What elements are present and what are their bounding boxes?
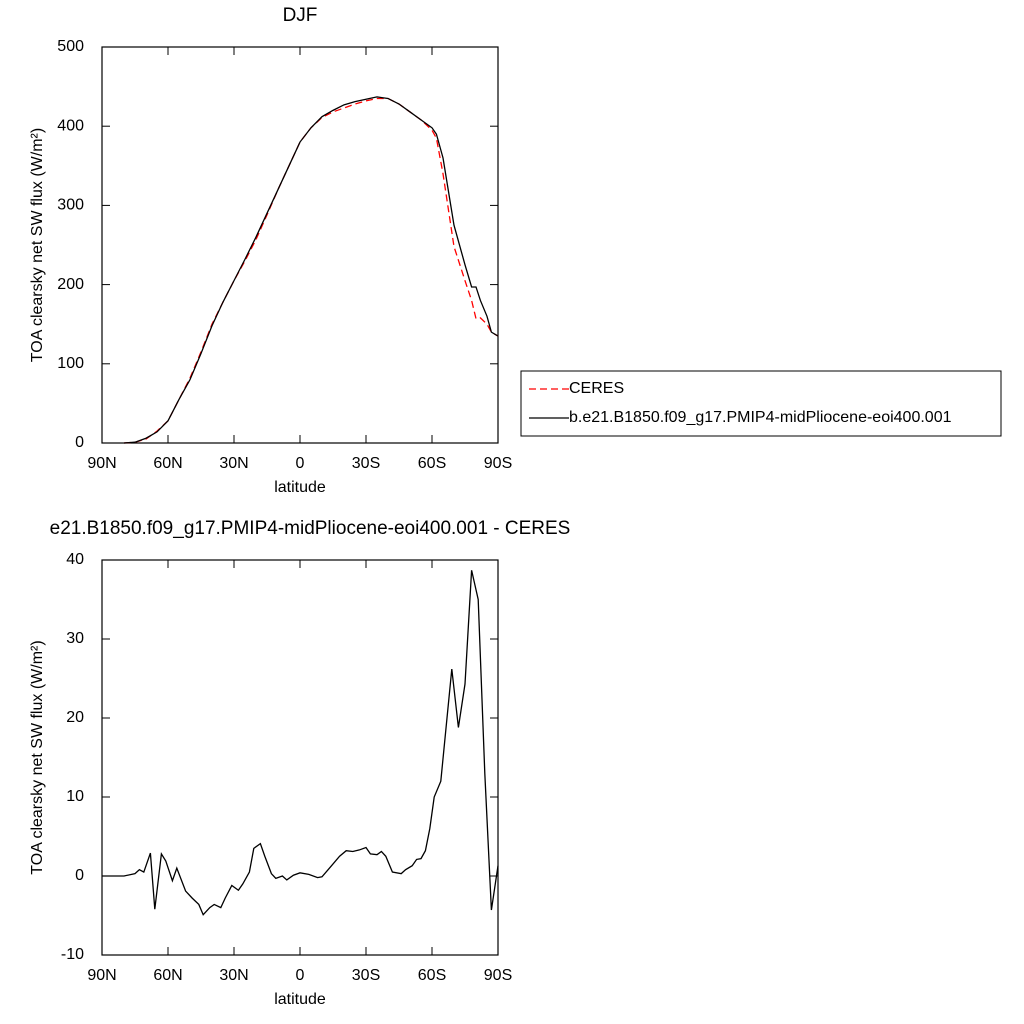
- x-tick-label: 90N: [87, 455, 116, 472]
- x-tick-label: 30N: [219, 967, 248, 984]
- data-line: [102, 570, 499, 916]
- y-tick-label: 500: [57, 38, 84, 55]
- x-axis-label: latitude: [274, 991, 326, 1008]
- x-axis-label: latitude: [274, 479, 326, 496]
- y-tick-label: 400: [57, 117, 84, 134]
- legend-box: [520, 370, 1002, 437]
- x-tick-label: 60N: [153, 455, 182, 472]
- y-tick-label: 0: [75, 434, 84, 451]
- plot-frame: [101, 46, 499, 444]
- data-line: [123, 97, 499, 444]
- plot-frame: [101, 559, 499, 956]
- x-tick-label: 90N: [87, 967, 116, 984]
- x-tick-label: 30N: [219, 455, 248, 472]
- x-tick-label: 30S: [352, 967, 380, 984]
- y-tick-label: 20: [66, 709, 84, 726]
- x-tick-label: 0: [296, 967, 305, 984]
- x-tick-label: 90S: [484, 455, 512, 472]
- y-tick-label: 10: [66, 788, 84, 805]
- x-tick-label: 60S: [418, 967, 446, 984]
- y-axis-label: TOA clearsky net SW flux (W/m²): [29, 640, 46, 874]
- y-tick-label: 100: [57, 355, 84, 372]
- x-tick-label: 90S: [484, 967, 512, 984]
- chart-title: DJF: [283, 5, 318, 26]
- x-tick-label: 30S: [352, 455, 380, 472]
- y-tick-label: 200: [57, 276, 84, 293]
- data-line: [123, 96, 499, 444]
- x-tick-label: 60S: [418, 455, 446, 472]
- legend-label: b.e21.B1850.f09_g17.PMIP4-midPliocene-eo…: [569, 409, 952, 426]
- x-tick-label: 0: [296, 455, 305, 472]
- legend-label: CERES: [569, 380, 624, 397]
- x-tick-label: 60N: [153, 967, 182, 984]
- y-tick-label: 30: [66, 630, 84, 647]
- y-tick-label: 40: [66, 551, 84, 568]
- y-tick-label: 0: [75, 867, 84, 884]
- y-tick-label: -10: [61, 946, 84, 963]
- y-axis-label: TOA clearsky net SW flux (W/m²): [29, 128, 46, 362]
- chart-title: e21.B1850.f09_g17.PMIP4-midPliocene-eoi4…: [50, 518, 571, 539]
- y-tick-label: 300: [57, 197, 84, 214]
